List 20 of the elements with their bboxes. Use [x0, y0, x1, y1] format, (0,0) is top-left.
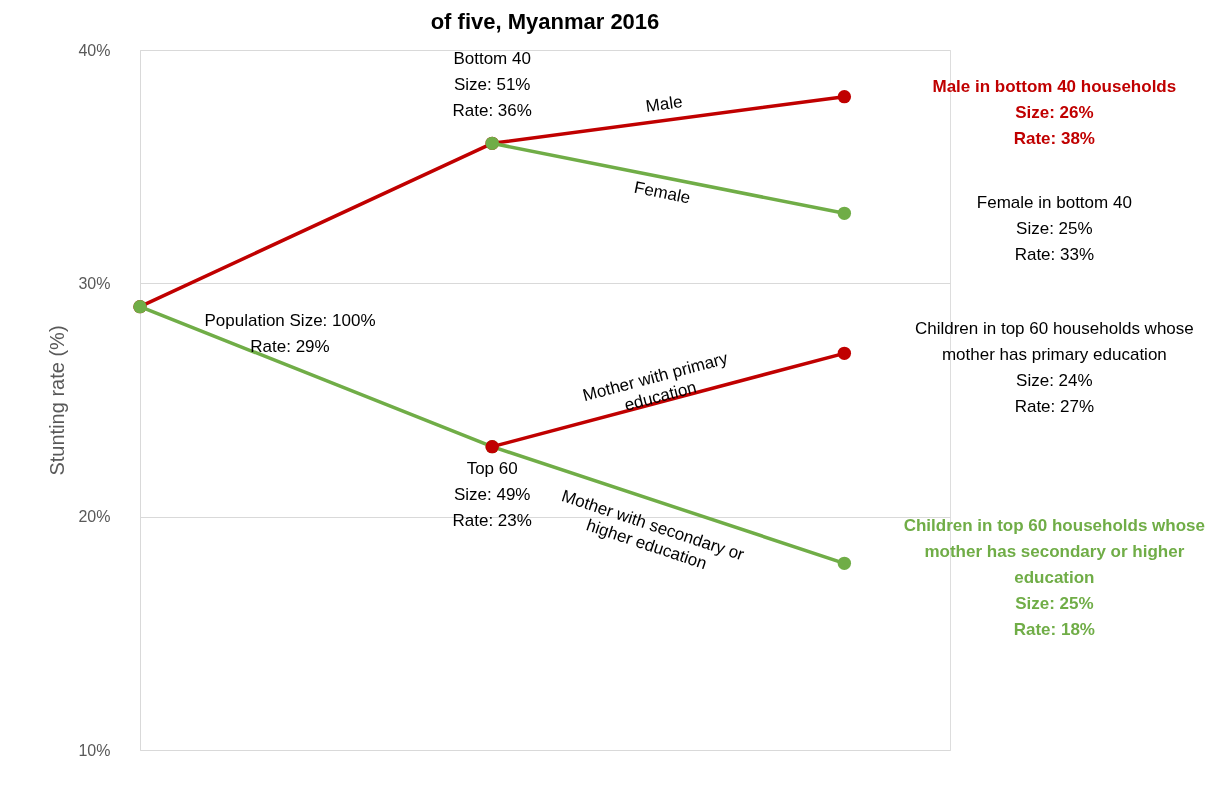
annotation: Children in top 60 households whose mother has primary education Size: 24% Rate: 27%	[914, 319, 1194, 417]
y-axis-title: Stunting rate (%)	[46, 325, 69, 476]
text: Female	[632, 177, 692, 208]
annotation: Bottom 40 Size: 51% Rate: 36%	[452, 49, 532, 121]
annotation: Top 60 Size: 49% Rate: 23%	[452, 458, 532, 530]
y-tick-label: 30%	[78, 274, 111, 292]
annotation: Population Size: 100% Rate: 29%	[204, 310, 376, 356]
text: Mother with primary education	[580, 348, 731, 415]
y-tick-label: 40%	[78, 41, 111, 59]
point	[837, 206, 852, 221]
point	[837, 556, 852, 571]
text: Female in bottom 40 Size: 25% Rate: 33%	[976, 193, 1132, 265]
y-tick-label: 20%	[78, 508, 111, 526]
point	[837, 89, 852, 104]
annotation: Children in top 60 households whose mother has secondary or higher education Size: 25% Rate: 18%	[903, 516, 1205, 640]
text: Male	[644, 92, 684, 116]
point	[837, 346, 852, 361]
y-tick-label: 10%	[78, 741, 111, 759]
chart-title: of five, Myanmar 2016	[430, 9, 660, 34]
annotation: Male in bottom 40 households Size: 26% Rate: 38%	[932, 76, 1177, 148]
